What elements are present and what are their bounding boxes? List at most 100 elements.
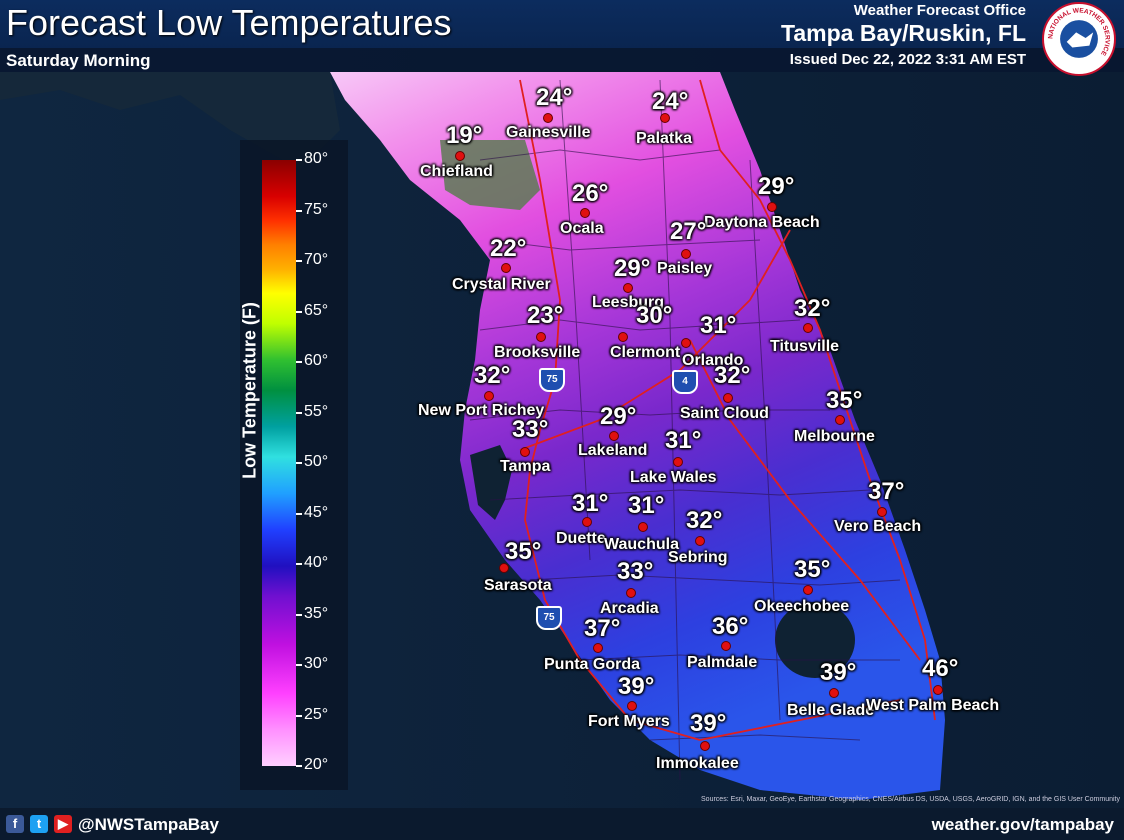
city-marker[interactable] [484,391,494,401]
city-marker[interactable] [580,208,590,218]
city-temperature: 22° [490,235,527,262]
city-name: Ocala [560,220,604,237]
city-marker[interactable] [829,688,839,698]
city-temperature: 27° [670,218,707,245]
youtube-icon[interactable]: ▶ [54,815,72,833]
city-marker[interactable] [455,151,465,161]
city-name: Gainesville [506,124,591,141]
legend-tick-mark [296,361,302,363]
city-name: Palatka [636,130,693,147]
city-marker[interactable] [700,741,710,751]
interstate-4-shield: 4 [672,370,698,394]
city-name: New Port Richey [418,402,545,419]
office-name: Tampa Bay/Ruskin, FL [781,20,1026,46]
city-marker[interactable] [501,263,511,273]
legend-tick-label: 20° [304,756,329,773]
city-temperature: 39° [820,659,857,686]
city-marker[interactable] [767,202,777,212]
city-name: Clermont [610,344,681,361]
city-temperature: 31° [700,312,737,339]
city-name: Duette [556,530,606,547]
city-temperature: 29° [758,173,795,200]
city-name: Orlando [682,352,744,369]
logo-bird-icon [1066,32,1094,48]
website-link[interactable]: weather.gov/tampabay [931,815,1114,834]
city-marker[interactable] [681,338,691,348]
city-name: Lakeland [578,442,648,459]
city-marker[interactable] [803,585,813,595]
city-name: Belle Glade [787,702,875,719]
tampa-bay [470,445,512,520]
panhandle-land [0,72,340,170]
city-marker[interactable] [638,522,648,532]
city-marker[interactable] [723,393,733,403]
city-marker[interactable] [681,249,691,259]
city-name: Tampa [500,458,551,475]
city-name: Wauchula [604,536,679,553]
city-name: Crystal River [452,276,551,293]
legend-tick-mark [296,260,302,262]
city-temperature: 35° [794,556,831,583]
city-name: Lake Wales [630,469,717,486]
legend-tick-mark [296,159,302,161]
city-temperature: 24° [652,88,689,115]
facebook-icon[interactable]: f [6,815,24,833]
interstate-75-shield: 75 [539,368,565,392]
city-marker[interactable] [877,507,887,517]
city-marker[interactable] [582,517,592,527]
city-temperature: 31° [665,427,702,454]
city-marker[interactable] [520,447,530,457]
legend-tick-mark [296,310,302,313]
legend-tick-label: 80° [304,150,329,167]
lake-okeechobee [775,602,855,678]
city-name: Brooksville [494,344,581,361]
legend-color-bar [262,160,296,766]
legend-tick-label: 30° [304,655,329,672]
city-name: Saint Cloud [680,405,769,422]
city-marker[interactable] [593,643,603,653]
city-temperature: 31° [572,490,609,517]
city-name: Chiefland [420,163,493,180]
city-name: Fort Myers [588,713,670,730]
twitter-icon[interactable]: t [30,815,48,833]
city-marker[interactable] [626,588,636,598]
city-temperature: 32° [794,295,831,322]
legend-tick-mark [296,411,302,414]
city-marker[interactable] [623,283,633,293]
city-temperature: 24° [536,84,573,111]
legend-tick-mark [296,563,302,565]
city-marker[interactable] [835,415,845,425]
city-marker[interactable] [660,113,670,123]
city-marker[interactable] [803,323,813,333]
city-marker[interactable] [721,641,731,651]
city-name: West Palm Beach [866,697,1000,714]
interstate-75-shield-south: 75 [536,606,562,630]
legend-tick-label: 75° [304,200,329,218]
city-marker[interactable] [695,536,705,546]
legend-tick-mark [296,512,302,515]
land-patch [440,140,540,210]
city-marker[interactable] [543,113,553,123]
city-marker[interactable] [536,332,546,342]
page-title: Forecast Low Temperatures [6,2,452,43]
city-name: Paisley [657,260,713,277]
legend-tick-label: 70° [304,251,329,268]
city-marker[interactable] [627,701,637,711]
city-temperature: 35° [505,538,542,565]
city-marker[interactable] [609,431,619,441]
legend-tick-mark [296,714,302,717]
city-temperature: 31° [628,492,665,519]
legend-tick-mark [296,664,302,666]
city-name: Leesburg [592,294,665,311]
city-name: Daytona Beach [704,214,820,231]
city-marker[interactable] [933,685,943,695]
social-handle[interactable]: @NWSTampaBay [78,815,219,834]
legend-tick-label: 25° [304,705,329,723]
city-marker[interactable] [499,563,509,573]
city-temperature: 37° [584,615,621,642]
city-marker[interactable] [618,332,628,342]
footer-bar [0,808,1124,840]
nws-logo[interactable]: NATIONAL WEATHER SERVICE [1042,2,1116,76]
city-marker[interactable] [673,457,683,467]
